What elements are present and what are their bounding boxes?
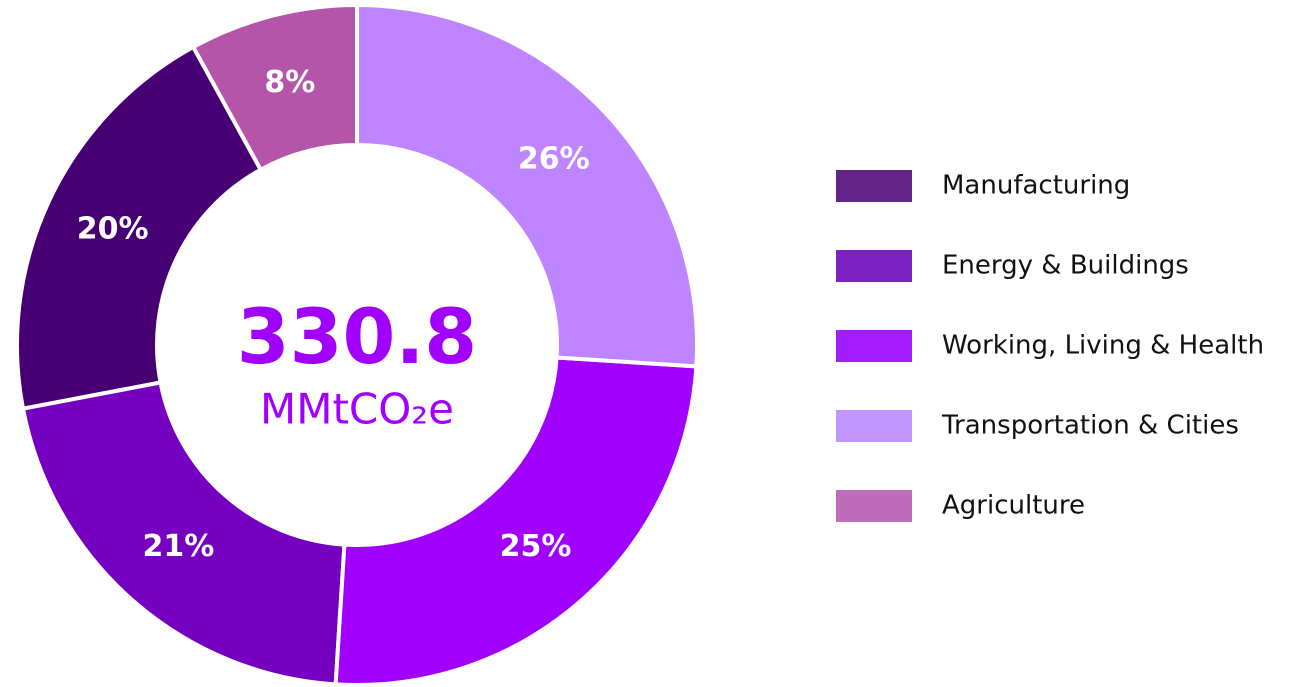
slice-label: 25% [500,529,572,564]
slice [355,2,699,369]
legend-swatch [836,250,912,282]
center-value: 330.8 [237,292,477,381]
legend-swatch [836,410,912,442]
slice [333,355,699,687]
slice-label: 8% [264,65,315,100]
slice-label: 26% [518,142,590,177]
legend-swatch [836,490,912,522]
slice-label: 20% [77,212,149,247]
legend-label: Agriculture [942,491,1085,521]
legend-swatch [836,170,912,202]
center-unit: MMtCO₂e [260,385,454,434]
slice [20,380,347,687]
slice-label: 21% [143,529,215,564]
slice [15,44,264,412]
legend-label: Energy & Buildings [942,251,1189,281]
legend-label: Manufacturing [942,171,1130,201]
legend-label: Working, Living & Health [942,331,1264,361]
legend-swatch [836,330,912,362]
legend-label: Transportation & Cities [941,411,1239,441]
